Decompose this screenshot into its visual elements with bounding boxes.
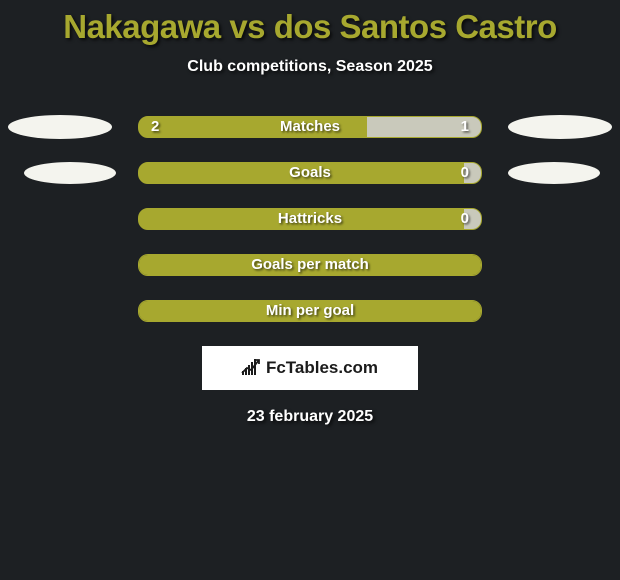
stat-value-right: 0 [461, 163, 469, 183]
player-avatar-right [508, 115, 612, 139]
player-avatar-right [508, 162, 600, 184]
logo-text-prefix: Fc [266, 358, 286, 377]
player-avatar-left [24, 162, 116, 184]
page-title: Nakagawa vs dos Santos Castro [0, 8, 620, 46]
stat-row: Hattricks0 [0, 208, 620, 230]
stat-label: Goals per match [139, 255, 481, 275]
stat-bar: Goals per match [138, 254, 482, 276]
stat-bar: Matches2 1 [138, 116, 482, 138]
header: Nakagawa vs dos Santos Castro Club compe… [0, 0, 620, 76]
page-subtitle: Club competitions, Season 2025 [0, 58, 620, 76]
logo-text: FcTables.com [266, 358, 378, 378]
stat-value-left: 2 [151, 117, 159, 137]
stat-label: Min per goal [139, 301, 481, 321]
player-avatar-left [8, 115, 112, 139]
logo-text-suffix: Tables.com [286, 358, 378, 377]
stat-row: Goals per match [0, 254, 620, 276]
stat-row: Min per goal [0, 300, 620, 322]
stat-bar: Goals0 [138, 162, 482, 184]
stats-area: Matches21Goals0Hattricks0Goals per match… [0, 116, 620, 322]
stat-label: Hattricks [139, 209, 481, 229]
stat-row: Goals0 [0, 162, 620, 184]
stat-label: Goals [139, 163, 481, 183]
stat-label: Matches [139, 117, 481, 137]
logo-trend-line-icon [241, 358, 261, 376]
logo-box: FcTables.com [202, 346, 418, 390]
stat-value-right: 1 [461, 117, 469, 137]
stat-bar: Hattricks0 [138, 208, 482, 230]
stat-bar: Min per goal [138, 300, 482, 322]
stat-value-right: 0 [461, 209, 469, 229]
fctables-logo: FcTables.com [242, 358, 378, 378]
stat-row: Matches2 1 [0, 116, 620, 138]
footer-date: 23 february 2025 [0, 408, 620, 426]
